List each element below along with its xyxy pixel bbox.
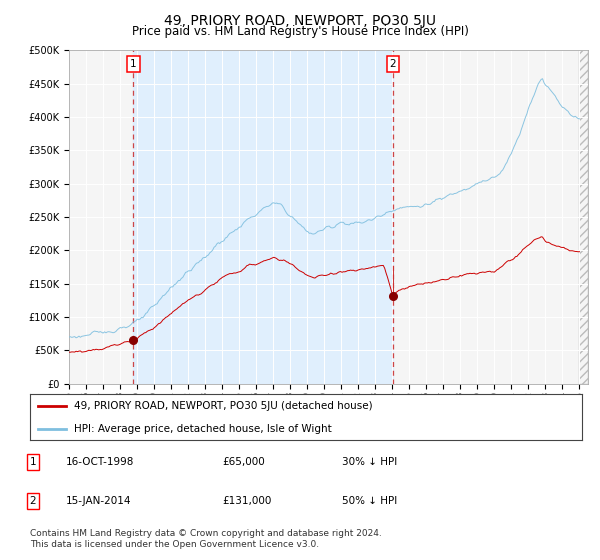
Bar: [133, 50, 393, 384]
Text: Contains HM Land Registry data © Crown copyright and database right 2024.
This d: Contains HM Land Registry data © Crown c…: [30, 529, 382, 549]
Text: 2: 2: [389, 59, 397, 69]
Text: HPI: Average price, detached house, Isle of Wight: HPI: Average price, detached house, Isle…: [74, 423, 332, 433]
Text: £131,000: £131,000: [222, 496, 271, 506]
Text: 2: 2: [29, 496, 37, 506]
Text: 50% ↓ HPI: 50% ↓ HPI: [342, 496, 397, 506]
Text: 1: 1: [130, 59, 137, 69]
Text: 1: 1: [29, 457, 37, 467]
Text: 16-OCT-1998: 16-OCT-1998: [66, 457, 134, 467]
Text: 49, PRIORY ROAD, NEWPORT, PO30 5JU: 49, PRIORY ROAD, NEWPORT, PO30 5JU: [164, 14, 436, 28]
Text: 49, PRIORY ROAD, NEWPORT, PO30 5JU (detached house): 49, PRIORY ROAD, NEWPORT, PO30 5JU (deta…: [74, 400, 373, 410]
Text: 30% ↓ HPI: 30% ↓ HPI: [342, 457, 397, 467]
Text: Price paid vs. HM Land Registry's House Price Index (HPI): Price paid vs. HM Land Registry's House …: [131, 25, 469, 38]
Text: £65,000: £65,000: [222, 457, 265, 467]
Text: 15-JAN-2014: 15-JAN-2014: [66, 496, 131, 506]
